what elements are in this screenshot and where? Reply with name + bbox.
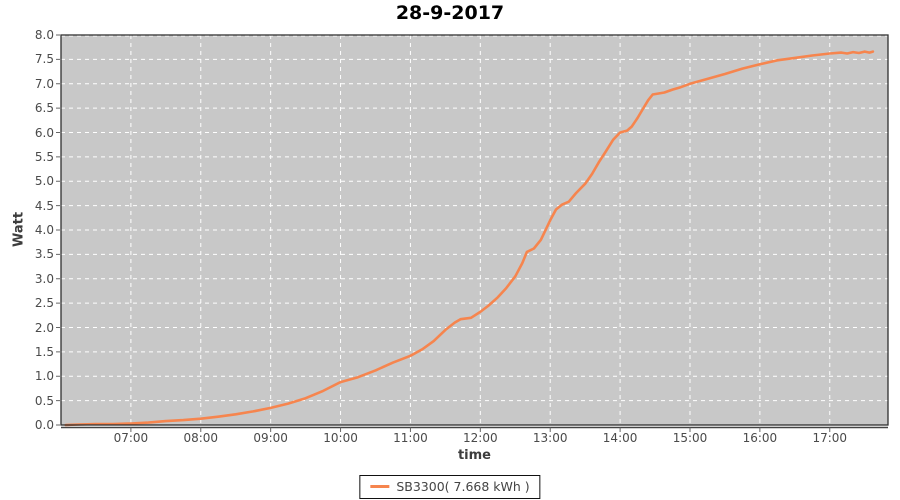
y-tick-label: 5.0 (34, 174, 54, 189)
y-tick-label: 1.0 (34, 369, 54, 384)
x-tick-label: 11:00 (393, 431, 428, 445)
y-tick-label: 7.0 (34, 76, 54, 91)
plot-border (60, 34, 889, 426)
plot-grid (61, 35, 888, 425)
x-tick-label: 10:00 (323, 431, 358, 445)
y-tick-label: 6.0 (34, 125, 54, 140)
x-tick-label: 16:00 (742, 431, 778, 445)
plot-background (61, 35, 888, 425)
x-tick-label: 09:00 (253, 431, 288, 445)
y-tick-label: 0.0 (34, 418, 54, 432)
y-tick-label: 3.5 (34, 247, 54, 262)
legend-series-label: SB3300( 7.668 kWh ) (396, 479, 530, 494)
legend: SB3300( 7.668 kWh ) (359, 475, 541, 499)
x-axis-title: time (457, 448, 492, 463)
x-tick-label: 07:00 (113, 431, 149, 445)
x-tick-label: 08:00 (183, 431, 219, 445)
x-tick-label: 17:00 (812, 431, 848, 445)
y-tick-label: 6.5 (34, 101, 54, 116)
y-tick-label: 3.0 (34, 271, 54, 286)
x-tick-label: 12:00 (463, 431, 498, 445)
y-tick-label: 4.0 (34, 223, 54, 237)
y-tick-label: 4.5 (34, 198, 54, 213)
series-line (64, 50, 875, 427)
x-tick-label: 13:00 (532, 431, 568, 445)
y-tick-label: 1.5 (34, 344, 54, 359)
y-tick-label: 0.5 (34, 393, 54, 408)
y-tick-label: 5.5 (34, 149, 54, 164)
x-tick-label: 14:00 (602, 431, 638, 445)
y-tick-label: 8.0 (34, 28, 54, 42)
series-line-swatch-icon (370, 485, 390, 488)
y-tick-label: 2.0 (34, 320, 54, 335)
chart-title: 28-9-2017 (395, 2, 505, 24)
y-tick-label: 2.5 (34, 296, 54, 311)
y-axis-title: Watt (11, 211, 27, 248)
x-tick-label: 15:00 (672, 431, 708, 445)
axis-tick-marks (56, 34, 831, 432)
y-tick-label: 7.5 (34, 52, 54, 67)
